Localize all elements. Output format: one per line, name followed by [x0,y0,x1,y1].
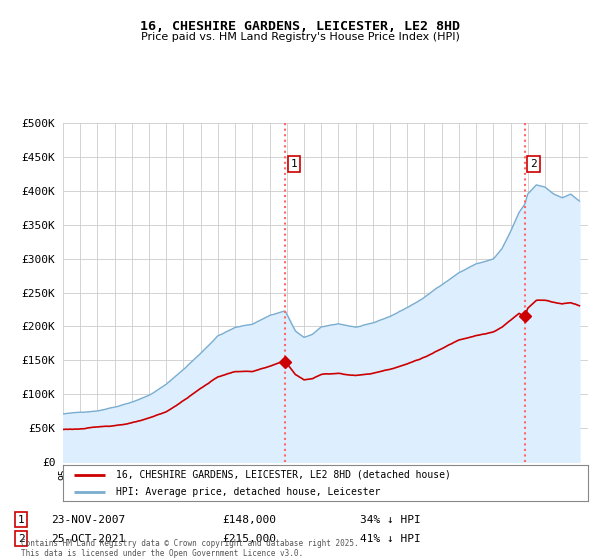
Text: Price paid vs. HM Land Registry's House Price Index (HPI): Price paid vs. HM Land Registry's House … [140,32,460,42]
Text: 2: 2 [530,159,537,169]
Text: 1: 1 [290,159,297,169]
Text: 16, CHESHIRE GARDENS, LEICESTER, LE2 8HD: 16, CHESHIRE GARDENS, LEICESTER, LE2 8HD [140,20,460,32]
Text: 25-OCT-2021: 25-OCT-2021 [51,534,125,544]
Text: Contains HM Land Registry data © Crown copyright and database right 2025.
This d: Contains HM Land Registry data © Crown c… [21,539,359,558]
Text: 41% ↓ HPI: 41% ↓ HPI [360,534,421,544]
Text: £215,000: £215,000 [222,534,276,544]
Text: 23-NOV-2007: 23-NOV-2007 [51,515,125,525]
Text: 1: 1 [17,515,25,525]
Text: HPI: Average price, detached house, Leicester: HPI: Average price, detached house, Leic… [115,487,380,497]
Text: 34% ↓ HPI: 34% ↓ HPI [360,515,421,525]
Text: 2: 2 [17,534,25,544]
Text: £148,000: £148,000 [222,515,276,525]
Text: 16, CHESHIRE GARDENS, LEICESTER, LE2 8HD (detached house): 16, CHESHIRE GARDENS, LEICESTER, LE2 8HD… [115,470,451,480]
